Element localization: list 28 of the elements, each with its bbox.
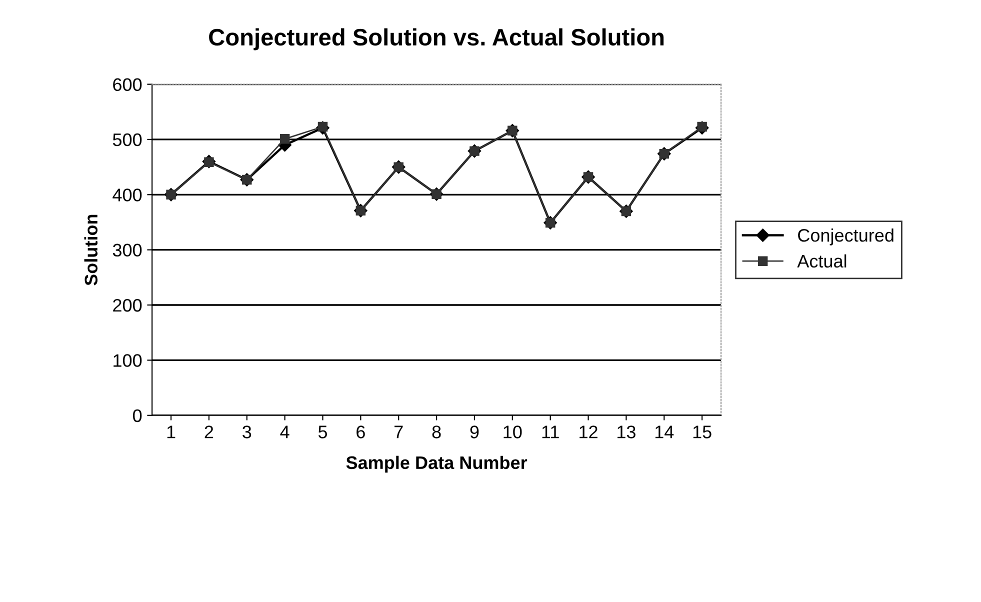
y-tick-label: 600 (113, 78, 142, 91)
x-axis-title: Sample Data Number (346, 456, 528, 473)
legend-label: Actual (797, 254, 846, 268)
x-tick-label: 12 (580, 426, 598, 438)
x-tick-label: 13 (618, 426, 636, 438)
x-tick-label: 3 (242, 426, 252, 438)
y-tick-label: 0 (132, 409, 142, 422)
legend-label: Conjectured (798, 228, 894, 246)
y-tick-label: 400 (112, 188, 142, 202)
x-tick-label: 4 (280, 426, 290, 438)
x-tick-label: 15 (693, 426, 712, 438)
x-tick-label: 14 (655, 426, 674, 438)
x-tick-label: 6 (356, 426, 365, 438)
chart-title: Conjectured Solution vs. Actual Solution (209, 28, 664, 50)
x-tick-label: 11 (542, 426, 559, 438)
y-axis-title: Solution (84, 214, 98, 286)
x-tick-label: 2 (204, 426, 214, 438)
point (280, 134, 290, 144)
y-tick-label: 200 (113, 298, 142, 312)
x-tick-label: 10 (504, 426, 522, 438)
x-tick-label: 9 (470, 426, 479, 438)
x-tick-label: 5 (318, 426, 328, 438)
y-tick-label: 100 (114, 354, 142, 367)
y-tick-label: 500 (112, 133, 142, 146)
x-tick-label: 1 (167, 426, 176, 438)
y-tick-label: 300 (112, 244, 142, 257)
x-tick-label: 7 (394, 426, 403, 438)
x-tick-label: 8 (432, 426, 441, 438)
